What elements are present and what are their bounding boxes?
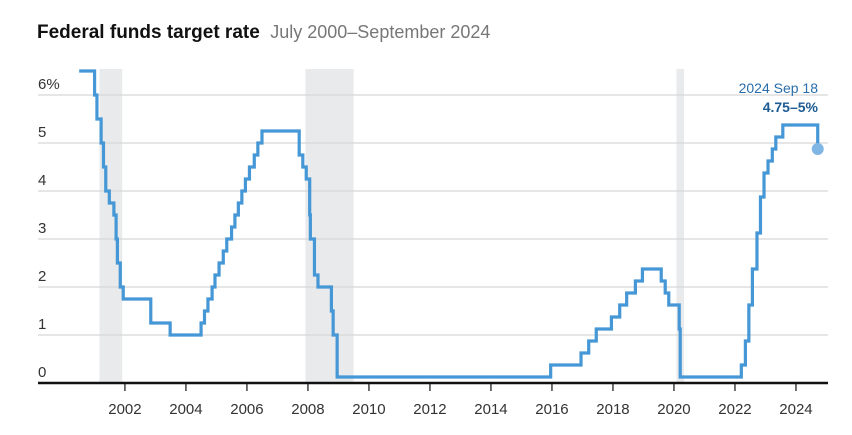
y-tick-label: 3 (38, 220, 46, 237)
y-tick-label: 1 (38, 316, 46, 333)
x-tick-label: 2014 (474, 401, 507, 418)
y-gridlines (38, 94, 828, 336)
series-line (79, 69, 820, 379)
x-tick-label: 2018 (596, 401, 629, 418)
y-tick-labels: 0 1 2 3 4 5 6% (38, 76, 60, 381)
x-tick-label: 2004 (169, 401, 202, 418)
x-tick-label: 2010 (352, 401, 385, 418)
y-tick-label: 0 (38, 364, 46, 381)
x-tick-label: 2012 (413, 401, 446, 418)
x-tick-label: 2020 (657, 401, 690, 418)
x-tick-label: 2006 (230, 401, 263, 418)
y-tick-label: 5 (38, 124, 46, 141)
annotation-value: 4.75–5% (763, 99, 819, 115)
x-tick-label: 2008 (291, 401, 324, 418)
x-tick-label: 2002 (108, 401, 141, 418)
y-tick-label: 6% (38, 76, 60, 93)
y-tick-label: 2 (38, 268, 46, 285)
recession-band (676, 69, 685, 383)
chart-subtitle: July 2000–September 2024 (270, 22, 490, 42)
recession-band (305, 69, 354, 383)
y-tick-label: 4 (38, 172, 46, 189)
recession-bands (99, 69, 685, 383)
end-point-marker (811, 143, 824, 155)
chart-title: Federal funds target rate (37, 22, 260, 43)
recession-band (99, 69, 123, 383)
svg-text:Federal funds target rate: Federal funds target rate July 2000–Sept… (37, 22, 490, 43)
x-ticks: 2002 2004 2006 2008 2010 2012 2014 2016 2018 2020… (108, 383, 813, 418)
annotation-date: 2024 Sep 18 (739, 80, 819, 96)
x-tick-label: 2022 (718, 401, 751, 418)
x-tick-label: 2016 (535, 401, 568, 418)
x-tick-label: 2024 (779, 401, 812, 418)
